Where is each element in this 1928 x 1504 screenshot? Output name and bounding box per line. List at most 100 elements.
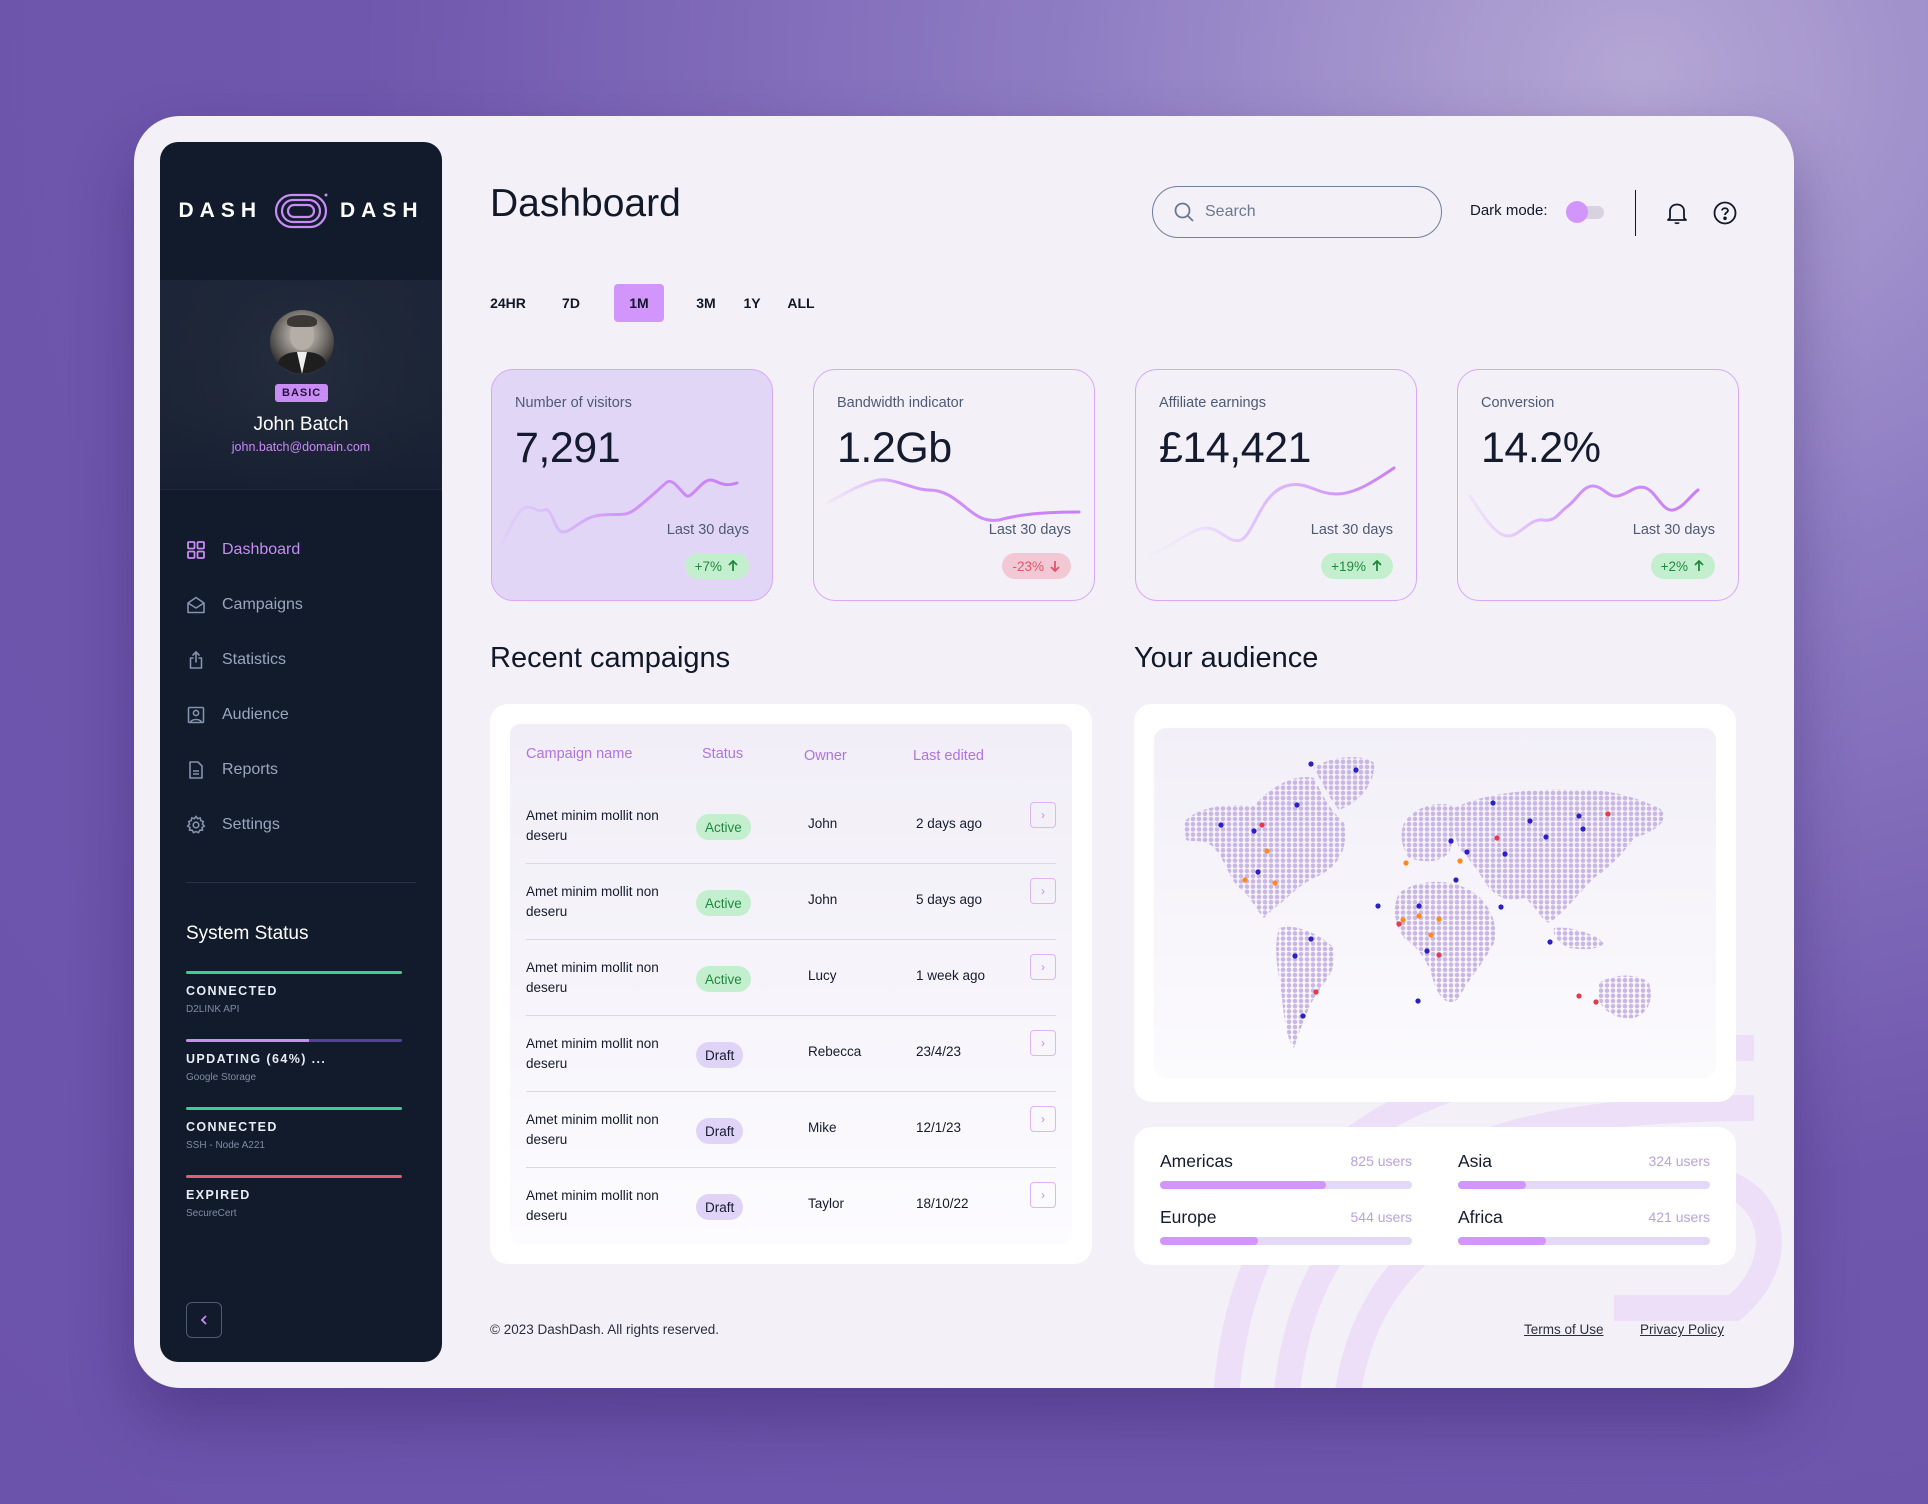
open-campaign-button[interactable]: › [1030,1030,1056,1056]
stat-period: Last 30 days [666,522,749,538]
tab-3m[interactable]: 3M [696,295,716,311]
stat-delta-badge: -23% [1002,553,1071,579]
system-status-list: CONNECTED D2LINK API UPDATING (64%) ... … [186,971,402,1219]
tab-1m[interactable]: 1M [614,284,664,322]
dark-mode-toggle[interactable] [1566,201,1606,223]
sidebar-item-label: Audience [222,705,289,723]
open-campaign-button[interactable]: › [1030,1182,1056,1208]
stat-card-conversion[interactable]: Conversion 14.2% Last 30 days +2% [1457,369,1739,601]
open-campaign-button[interactable]: › [1030,802,1056,828]
search-input[interactable] [1205,203,1425,221]
help-button[interactable] [1712,200,1738,226]
column-header-name[interactable]: Campaign name [526,746,633,762]
stat-card-affiliate-earnings[interactable]: Affiliate earnings £14,421 Last 30 days … [1135,369,1417,601]
table-row[interactable]: Amet minim mollit non deseru Draft Taylo… [526,1168,1056,1244]
campaign-last-edited: 12/1/23 [916,1120,962,1135]
sidebar-item-settings[interactable]: Settings [160,797,442,852]
sidebar-item-audience[interactable]: Audience [160,687,442,742]
world-map[interactable] [1154,728,1716,1078]
tab-7d[interactable]: 7D [562,295,580,311]
system-status-title: System Status [186,923,309,944]
envelope-open-icon [187,596,205,613]
status-label: UPDATING (64%) ... [186,1052,327,1066]
notifications-button[interactable] [1664,200,1690,226]
stat-period: Last 30 days [1310,522,1393,538]
tab-1y[interactable]: 1Y [743,295,761,311]
audience-map-panel [1134,704,1736,1102]
region-name: Americas [1160,1151,1233,1171]
stat-card-bandwidth[interactable]: Bandwidth indicator 1.2Gb Last 30 days -… [813,369,1095,601]
region-users: 825 users [1350,1153,1412,1169]
sidebar-item-statistics[interactable]: Statistics [160,632,442,687]
sidebar-item-campaigns[interactable]: Campaigns [160,577,442,632]
region-progress-bar [1458,1237,1710,1245]
sparkline-chart [1468,484,1700,538]
campaign-owner: Taylor [808,1196,845,1211]
sidebar-item-label: Statistics [222,650,287,668]
status-badge: Active [696,966,751,992]
region-users: 324 users [1648,1153,1710,1169]
stat-delta-badge: +19% [1321,553,1393,579]
sidebar-divider [186,882,416,883]
campaign-last-edited: 18/10/22 [916,1196,969,1211]
status-service: SSH - Node A221 [186,1140,265,1151]
status-item: CONNECTED D2LINK API [186,971,402,1015]
campaign-owner: John [808,892,838,907]
tab-all[interactable]: ALL [787,295,815,311]
stat-label: Number of visitors [515,395,632,411]
terms-link[interactable]: Terms of Use [1524,1322,1604,1337]
open-campaign-button[interactable]: › [1030,878,1056,904]
sparkline-chart [500,478,739,546]
table-row[interactable]: Amet minim mollit non deseru Active Lucy… [526,940,1056,1016]
status-progress-bar [186,1039,402,1042]
user-name: John Batch [253,414,349,435]
stat-value: 14.2% [1481,424,1601,472]
chevron-left-icon [200,1315,207,1325]
delta-value: -23% [1012,558,1044,574]
status-badge: Draft [696,1118,744,1144]
table-row[interactable]: Amet minim mollit non deseru Draft Rebec… [526,1016,1056,1092]
gear-icon [186,814,206,834]
column-header-last-edited[interactable]: Last edited [913,748,984,764]
stat-cards: Number of visitors 7,291 Last 30 days +7… [491,369,1739,601]
campaign-owner: Mike [808,1120,837,1135]
chevron-right-icon: › [1041,884,1045,898]
table-header: Campaign name Status Owner Last edited [526,746,1056,776]
sidebar-item-dashboard[interactable]: Dashboard [160,522,442,577]
campaign-owner: John [808,816,838,831]
collapse-sidebar-button[interactable] [186,1302,222,1338]
stat-card-visitors[interactable]: Number of visitors 7,291 Last 30 days +7… [491,369,773,601]
chevron-right-icon: › [1041,1112,1045,1126]
open-campaign-button[interactable]: › [1030,954,1056,980]
status-badge: Active [696,890,751,916]
open-campaign-button[interactable]: › [1030,1106,1056,1132]
campaigns-panel: Campaign name Status Owner Last edited A… [490,704,1092,1264]
brand-logo[interactable]: DASH DASH [160,142,442,280]
status-label: CONNECTED [186,984,278,998]
chevron-right-icon: › [1041,1188,1045,1202]
table-row[interactable]: Amet minim mollit non deseru Active John… [526,788,1056,864]
privacy-link[interactable]: Privacy Policy [1640,1322,1725,1337]
table-row[interactable]: Amet minim mollit non deseru Draft Mike … [526,1092,1056,1168]
tab-24hr[interactable]: 24HR [490,295,526,311]
avatar[interactable] [270,310,334,374]
audience-regions: Americas 825 users Asia 324 users Europe… [1134,1127,1736,1265]
campaign-name: Amet minim mollit non deseru [526,960,659,995]
sidebar-item-reports[interactable]: Reports [160,742,442,797]
search-box[interactable] [1152,186,1442,238]
table-row[interactable]: Amet minim mollit non deseru Active John… [526,864,1056,940]
column-header-owner[interactable]: Owner [804,748,847,764]
status-bar [186,1107,402,1110]
sidebar-item-label: Dashboard [222,540,301,558]
stat-period: Last 30 days [1632,522,1715,538]
logo-mark-icon [274,193,328,229]
delta-value: +19% [1331,558,1366,574]
region-progress-bar [1160,1181,1412,1189]
delta-value: +2% [1660,558,1688,574]
dark-mode-label: Dark mode: [1470,202,1548,219]
status-service: SecureCert [186,1208,237,1219]
document-icon [189,760,203,779]
column-header-status[interactable]: Status [702,746,744,762]
page-title: Dashboard [490,182,681,225]
status-label: CONNECTED [186,1120,278,1134]
